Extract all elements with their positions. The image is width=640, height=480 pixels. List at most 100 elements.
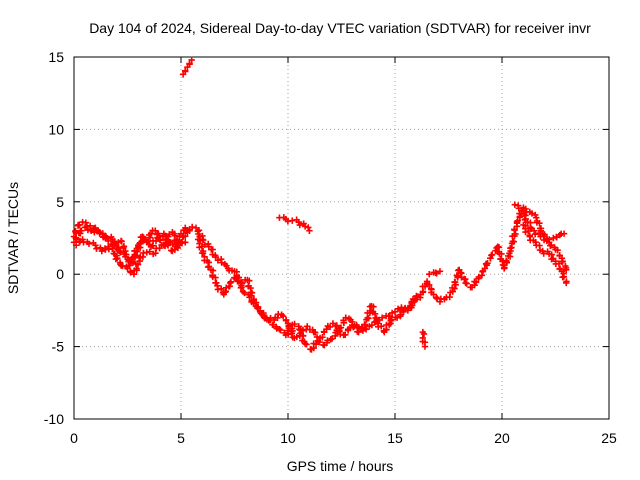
- data-point: [563, 279, 570, 287]
- data-point: [559, 258, 566, 265]
- data-point: [548, 241, 555, 249]
- data-point: [400, 308, 407, 316]
- x-axis-label: GPS time / hours: [287, 458, 394, 474]
- data-point: [324, 337, 331, 344]
- y-tick-label: 0: [56, 266, 64, 282]
- data-point: [386, 312, 394, 320]
- data-point: [277, 326, 284, 334]
- data-point: [83, 223, 91, 230]
- x-tick-label: 15: [387, 430, 403, 446]
- data-point: [563, 266, 570, 274]
- data-point: [157, 236, 164, 244]
- data-point: [198, 243, 206, 250]
- data-point: [355, 328, 362, 336]
- data-point: [109, 245, 116, 252]
- data-points: [70, 56, 570, 353]
- data-point: [76, 221, 83, 229]
- data-point: [146, 248, 153, 255]
- y-tick-labels: 15 10 5 0 -5 -10: [44, 49, 64, 427]
- x-tick-label: 25: [601, 430, 617, 446]
- data-point: [78, 227, 85, 234]
- data-point: [560, 230, 568, 237]
- data-point: [391, 308, 399, 316]
- data-point: [319, 334, 326, 341]
- grid: [74, 57, 609, 419]
- data-point: [502, 257, 510, 264]
- data-point: [401, 305, 408, 313]
- data-point: [221, 289, 229, 296]
- data-point: [525, 227, 532, 235]
- data-point: [85, 240, 93, 247]
- data-point: [237, 284, 245, 292]
- x-tick-label: 10: [280, 430, 296, 446]
- data-point: [306, 227, 313, 234]
- data-point: [511, 226, 518, 234]
- axis-ticks: [73, 56, 610, 420]
- data-point: [393, 314, 401, 321]
- data-point: [127, 269, 134, 276]
- data-point: [135, 254, 143, 262]
- data-point: [484, 260, 491, 267]
- x-tick-labels: 0 5 10 15 20 25: [70, 430, 617, 446]
- data-point: [112, 255, 120, 263]
- data-point: [436, 268, 444, 275]
- data-point: [269, 321, 277, 329]
- data-point: [425, 281, 433, 289]
- data-point: [388, 316, 395, 323]
- data-point: [289, 217, 296, 224]
- data-point: [451, 285, 458, 292]
- data-point: [293, 333, 300, 341]
- data-point: [546, 236, 553, 243]
- data-point: [72, 227, 79, 235]
- data-point: [535, 230, 543, 237]
- data-point: [312, 329, 319, 336]
- data-point: [530, 227, 538, 234]
- data-point: [560, 273, 568, 280]
- data-point: [114, 254, 121, 262]
- data-point: [361, 321, 368, 328]
- data-point: [511, 201, 519, 208]
- data-point: [186, 60, 193, 67]
- data-point: [337, 324, 345, 331]
- data-point: [326, 323, 334, 331]
- data-point: [118, 238, 125, 245]
- data-point: [188, 56, 195, 64]
- data-point: [117, 249, 124, 256]
- data-point: [181, 67, 189, 74]
- data-point: [199, 249, 207, 257]
- data-point: [186, 227, 193, 234]
- data-point: [426, 271, 433, 278]
- data-point: [312, 341, 320, 348]
- data-point: [433, 270, 440, 277]
- data-point: [301, 223, 309, 230]
- data-point: [276, 326, 283, 333]
- data-point: [454, 273, 462, 280]
- data-point: [488, 251, 496, 258]
- data-point: [420, 330, 428, 338]
- data-point: [495, 244, 503, 251]
- data-point: [246, 294, 253, 301]
- data-point: [501, 264, 508, 271]
- data-point: [133, 248, 141, 255]
- data-point: [291, 320, 298, 328]
- data-point: [285, 323, 292, 330]
- chart-title: Day 104 of 2024, Sidereal Day-to-day VTE…: [89, 20, 591, 36]
- data-point: [313, 333, 321, 341]
- data-point: [296, 221, 303, 229]
- data-point: [279, 313, 287, 320]
- data-point: [342, 314, 349, 321]
- data-point: [298, 327, 306, 334]
- data-point: [528, 210, 536, 217]
- data-point: [531, 231, 539, 238]
- data-point: [182, 239, 189, 246]
- data-point: [253, 303, 261, 310]
- data-point: [295, 218, 302, 226]
- y-tick-label: -10: [44, 411, 64, 427]
- data-point: [173, 236, 181, 243]
- data-point: [342, 331, 349, 338]
- data-point: [512, 230, 519, 238]
- data-point: [205, 263, 213, 270]
- data-point: [250, 299, 258, 306]
- data-point: [282, 316, 290, 324]
